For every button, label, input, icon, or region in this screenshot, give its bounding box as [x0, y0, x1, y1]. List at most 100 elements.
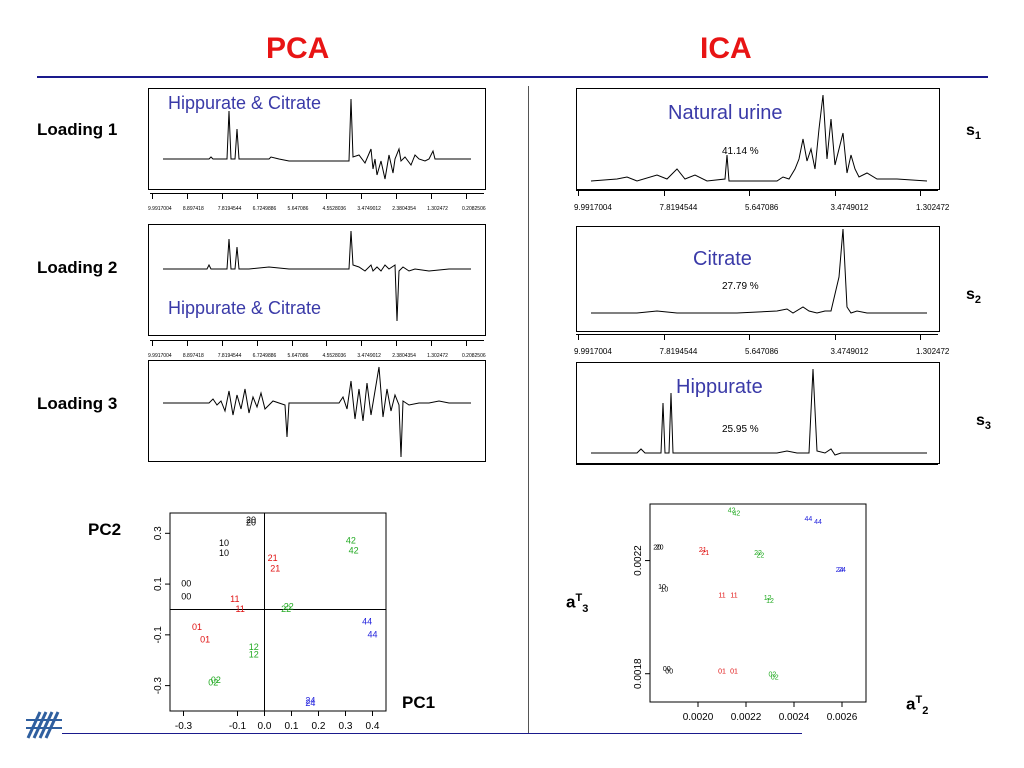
score-point: 44	[367, 629, 377, 639]
axis-tick-label: 0.2082506	[462, 206, 486, 212]
axis-tick-mark	[326, 341, 328, 346]
axis-tick-label: 9.9917004	[148, 206, 172, 212]
score-point: 11	[730, 592, 737, 599]
pca-loading-2-spectrum	[163, 230, 471, 322]
x-tick-label: -0.1	[229, 721, 247, 732]
score-point: 44	[805, 516, 813, 523]
axis-tick-mark	[186, 194, 188, 199]
axis-tick-mark	[361, 341, 363, 346]
pca-xlabel: PC1	[402, 693, 436, 712]
score-point: 01	[192, 622, 202, 632]
score-point: 42	[733, 510, 741, 517]
axis-tick-label: 2.3804354	[392, 206, 416, 212]
ica-s3-signal-label: s3	[976, 412, 992, 433]
score-point: 11	[236, 604, 245, 614]
score-point: 21	[270, 563, 280, 573]
x-tick-label: 0.3	[339, 721, 353, 732]
axis-tick-label: 1.302472	[916, 203, 950, 212]
footer-rule	[62, 733, 802, 734]
score-point: 20	[656, 544, 664, 551]
x-tick-label: 0.0024	[779, 712, 810, 723]
logo-icon	[24, 706, 64, 742]
x-tick-label: 0.2	[312, 721, 326, 732]
axis-tick-mark	[256, 194, 258, 199]
score-point: 20	[246, 515, 256, 525]
score-point: 01	[730, 669, 738, 676]
axis-tick-mark	[578, 191, 579, 196]
axis-tick-mark	[256, 341, 258, 346]
axis-tick-label: 4.5528036	[322, 206, 347, 212]
loading-2-annotation: Hippurate & Citrate	[168, 298, 322, 318]
score-point: 02	[211, 675, 221, 685]
axis-tick-mark	[834, 335, 836, 340]
score-point: 42	[346, 535, 356, 545]
y-tick-label: 0.3	[153, 526, 164, 540]
axis-tick-label: 1.302472	[427, 206, 448, 212]
pca-loading-1-spectrum	[163, 98, 471, 180]
y-tick-label: -0.3	[153, 677, 164, 695]
ica-s2-signal-label: s2	[966, 286, 982, 307]
axis-tick-label: 8.897418	[182, 206, 204, 212]
axis-tick-label: 0.2082506	[462, 353, 486, 359]
axis-tick-label: 3.4749012	[357, 206, 381, 212]
axis-tick-mark	[186, 341, 188, 346]
ica-title: ICA	[700, 32, 752, 65]
axis-tick-mark	[291, 341, 293, 346]
axis-tick-mark	[396, 341, 398, 346]
axis-tick-mark	[749, 335, 750, 340]
score-point: 24	[838, 567, 846, 574]
axis-tick-mark	[396, 194, 398, 199]
axis-tick-label: 7.8194544	[659, 347, 698, 356]
score-point: 12	[766, 598, 774, 605]
score-point: 44	[814, 519, 822, 526]
pca-loading-3-spectrum	[163, 366, 471, 458]
score-point: 22	[281, 604, 291, 614]
ica-s3-axis	[576, 464, 938, 465]
ica-s2-panel	[576, 226, 940, 332]
score-point: 42	[349, 546, 359, 556]
axis-tick-mark	[920, 191, 921, 196]
ica-s2-percent: 27.79 %	[722, 281, 759, 292]
axis-tick-mark	[663, 191, 665, 196]
pca-loading-1-panel	[148, 88, 486, 190]
score-point: 10	[661, 587, 669, 594]
title-rule	[37, 76, 988, 78]
axis-tick-mark	[326, 194, 328, 199]
score-point: 00	[663, 666, 671, 673]
axis-tick-mark	[431, 341, 433, 346]
axis-tick-label: 7.8194544	[659, 203, 698, 212]
score-point: 10	[219, 548, 229, 558]
score-point: 00	[665, 669, 673, 676]
ica-s1-spectrum	[590, 94, 928, 182]
axis-tick-label: 9.9917004	[574, 347, 612, 356]
axis-tick-label: 5.647086	[287, 206, 309, 212]
x-tick-label: 0.0020	[683, 712, 714, 723]
axis-tick-mark	[431, 194, 433, 199]
score-point: 02	[208, 678, 218, 688]
axis-tick-label: 8.897418	[182, 353, 204, 359]
y-tick-label: 0.0018	[633, 658, 644, 689]
score-point: 24	[305, 695, 315, 705]
axis-tick-label: 9.9917004	[148, 353, 172, 359]
x-tick-label: 0.0	[258, 721, 272, 732]
pca-score-plot: -0.3 -0.1 0.0 0.1 0.2 0.3 0.4 0.3 0.1 -0.1 -0.3 20 2…	[153, 512, 387, 732]
axis-tick-label: 7.8194544	[217, 206, 242, 212]
pca-ylabel: PC2	[88, 520, 122, 539]
ica-s1-axis: 9.9917004 7.8194544 5.647086 3.4749012 1.302…	[574, 190, 949, 217]
score-point: 42	[728, 507, 736, 514]
ica-s3-percent: 25.95 %	[722, 424, 759, 435]
ica-s1-signal-label: s1	[966, 122, 982, 143]
axis-tick-label: 4.5528036	[322, 353, 347, 359]
score-point: 01	[718, 669, 726, 676]
score-point: 02	[769, 672, 777, 679]
axis-tick-mark	[663, 335, 665, 340]
pca-loading-1-axis: 9.9917004 8.897418 7.8194544 6.7249886 5.647…	[148, 193, 486, 214]
score-point: 20	[653, 544, 661, 551]
score-point: 22	[284, 601, 294, 611]
pca-loading-3-panel	[148, 360, 486, 462]
axis-tick-mark	[466, 341, 467, 346]
loading-1-label: Loading 1	[37, 120, 118, 139]
axis-tick-label: 5.647086	[745, 347, 779, 356]
loading-2-label: Loading 2	[37, 258, 118, 277]
ica-s1-percent: 41.14 %	[722, 146, 759, 157]
